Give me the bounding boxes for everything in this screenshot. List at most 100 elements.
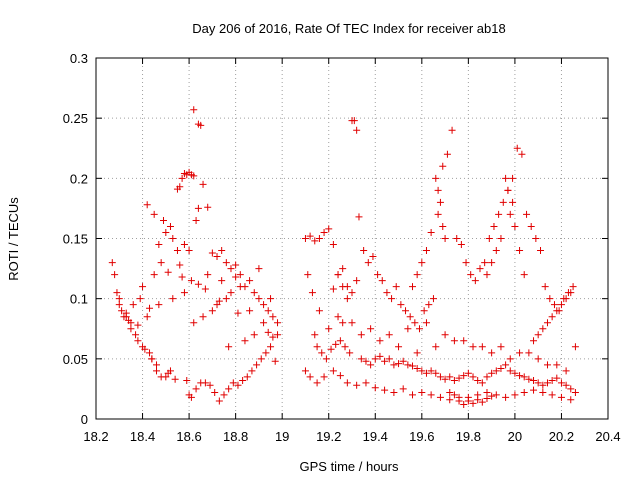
data-point [464, 369, 472, 377]
data-point [125, 316, 133, 324]
data-point [450, 391, 458, 399]
data-point [243, 373, 251, 381]
data-point [348, 319, 356, 327]
data-point [334, 313, 342, 321]
data-point [136, 295, 144, 303]
data-point [260, 319, 268, 327]
data-point [208, 307, 216, 315]
data-point [534, 355, 542, 363]
data-point [246, 277, 254, 285]
data-point [478, 398, 486, 406]
data-point [357, 355, 365, 363]
data-point [306, 373, 314, 381]
data-point [255, 295, 263, 303]
data-point [469, 343, 477, 351]
data-point [220, 391, 228, 399]
y-tick-label: 0.2 [70, 171, 88, 186]
data-point [118, 307, 126, 315]
data-point [409, 362, 417, 370]
data-point [329, 285, 337, 293]
data-point [532, 235, 540, 242]
y-tick-label: 0 [81, 412, 88, 427]
data-point [495, 210, 503, 218]
data-point [504, 186, 512, 194]
data-point [485, 235, 493, 242]
data-point [127, 325, 135, 333]
data-point [469, 399, 477, 407]
data-point [164, 268, 172, 276]
data-point [422, 369, 430, 377]
data-point [413, 364, 421, 372]
data-point [157, 259, 165, 267]
data-point [499, 198, 507, 206]
data-point [450, 337, 458, 345]
data-point [490, 222, 498, 230]
data-point [530, 376, 538, 384]
data-point [425, 301, 433, 309]
data-point [343, 379, 351, 387]
data-point [374, 271, 382, 279]
data-point [313, 379, 321, 387]
data-point [378, 277, 386, 285]
data-point [246, 307, 254, 315]
x-tick-label: 18.8 [223, 429, 248, 444]
data-point [381, 357, 389, 365]
data-point [367, 361, 375, 369]
data-point [213, 253, 221, 261]
data-point [399, 385, 407, 393]
data-point [567, 385, 575, 393]
data-point [534, 331, 542, 339]
data-point [385, 355, 393, 363]
data-point [483, 395, 491, 403]
data-point [395, 343, 403, 351]
data-point [234, 381, 242, 389]
data-point [255, 265, 263, 273]
data-point [511, 391, 519, 399]
data-point [516, 247, 524, 255]
data-point [406, 313, 414, 321]
data-point [432, 174, 440, 182]
data-point [232, 273, 240, 281]
data-point [553, 307, 561, 315]
data-point [436, 393, 444, 401]
data-point [502, 361, 510, 369]
data-point [169, 235, 177, 242]
x-tick-label: 19.4 [363, 429, 388, 444]
data-point [236, 271, 244, 279]
data-point [376, 337, 384, 345]
x-tick-label: 20.4 [595, 429, 620, 444]
data-point [418, 259, 426, 267]
data-point [192, 385, 200, 393]
data-point [541, 283, 549, 291]
data-point [492, 391, 500, 399]
data-point [448, 126, 456, 134]
data-point [129, 301, 137, 309]
data-point [483, 389, 491, 397]
data-point [215, 297, 223, 305]
data-point [371, 384, 379, 392]
data-point [464, 397, 472, 405]
data-point [520, 389, 528, 397]
data-point [418, 367, 426, 375]
data-point [397, 301, 405, 309]
data-point [218, 277, 226, 285]
data-point [339, 283, 347, 291]
data-point [548, 313, 556, 321]
data-point [567, 289, 575, 297]
data-point [520, 373, 528, 381]
x-tick-label: 19 [275, 429, 289, 444]
data-point [443, 150, 451, 158]
data-point [523, 210, 531, 218]
data-point [562, 295, 570, 303]
data-point [348, 289, 356, 297]
data-point [194, 204, 202, 212]
data-point [488, 369, 496, 377]
data-point [153, 361, 161, 369]
data-point [369, 253, 377, 261]
data-point [271, 357, 279, 365]
data-point [527, 222, 535, 230]
data-point [213, 301, 221, 309]
data-point [248, 367, 256, 375]
data-point [546, 295, 554, 303]
data-point [162, 228, 170, 236]
